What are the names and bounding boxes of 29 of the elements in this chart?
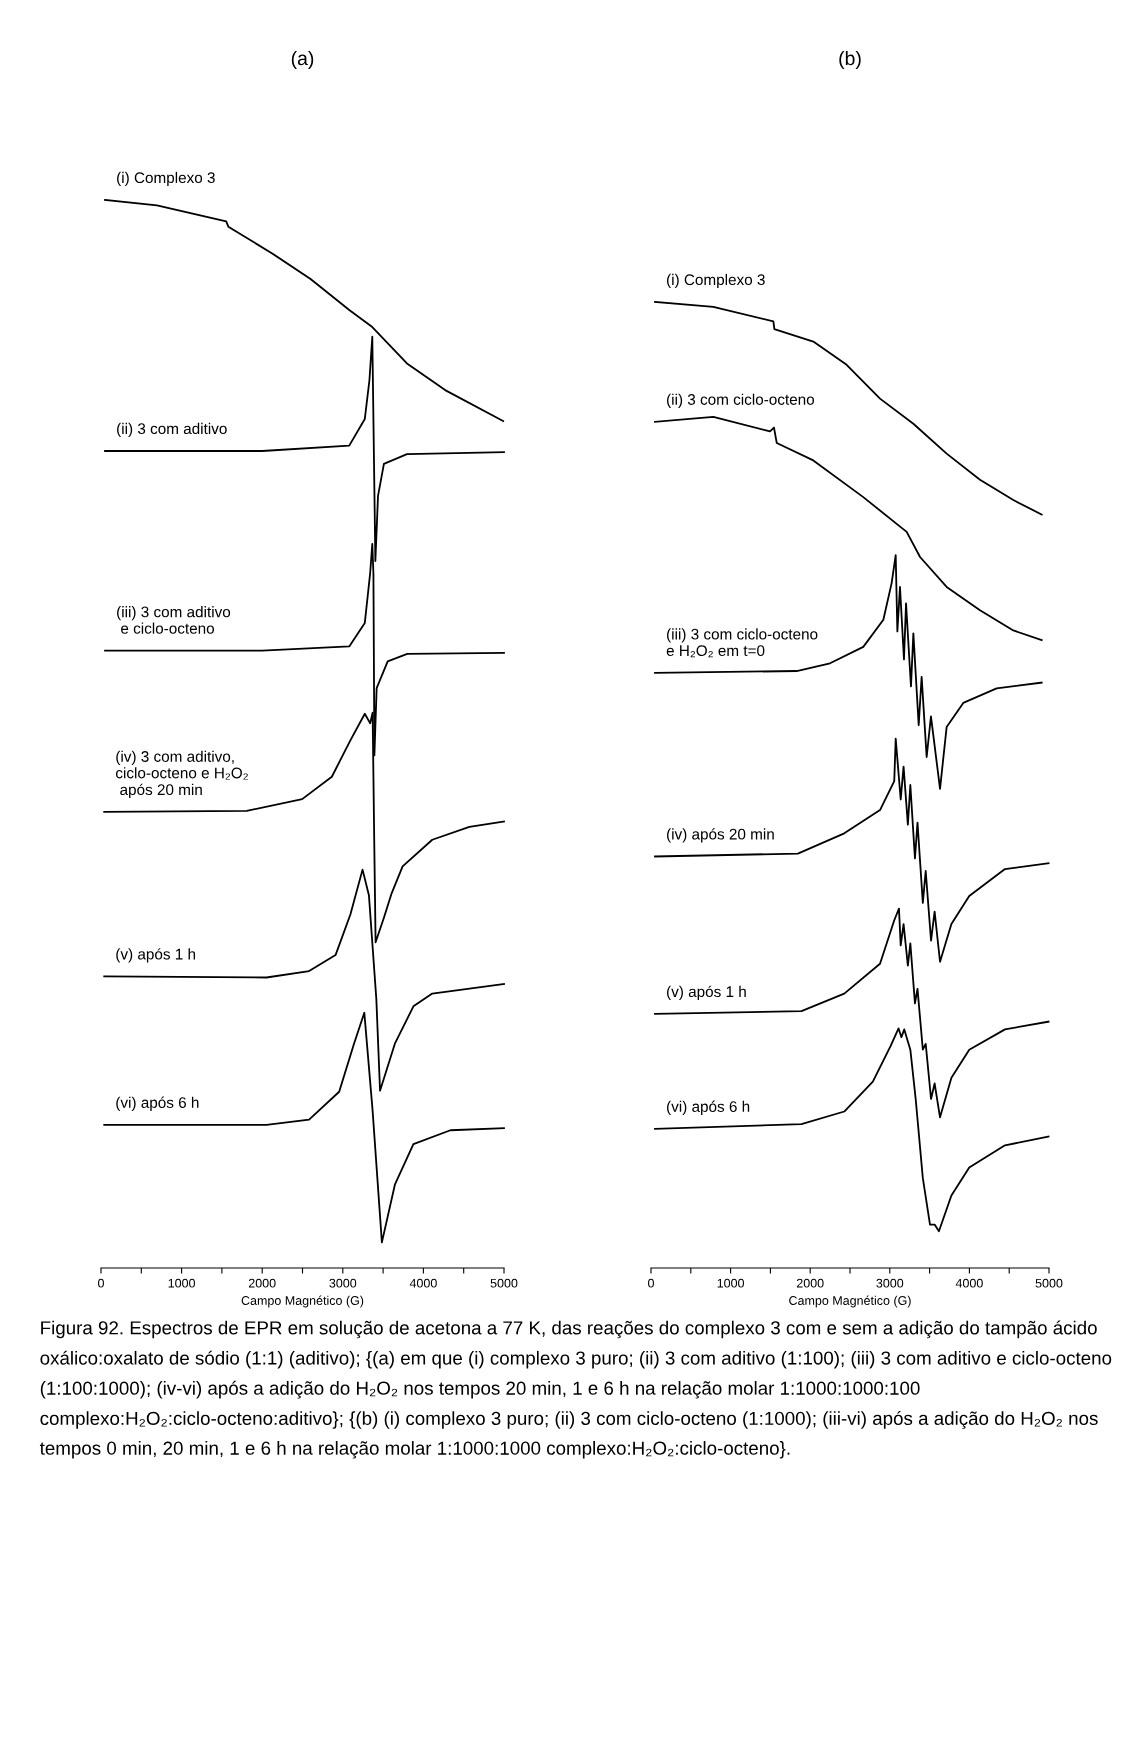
series-label: (v) após 1 h: [116, 948, 196, 963]
chart-title: (a): [291, 50, 314, 70]
chart-title: (b): [839, 50, 861, 70]
x-tick-label: 2000: [248, 1278, 276, 1288]
series-label: (iv) 3 com aditivo, ciclo-octeno e H₂O₂ após 20 min: [115, 750, 248, 799]
x-tick-label: 5000: [1035, 1278, 1063, 1288]
text: Figura 92. Espectros de EPR em solução de acetona a 77 K, das reações do complexo 3 com e sem a adição do tampão ácido oxálico:oxalato de sódio (1:1) (aditivo); {(a) em que (i) complexo 3 puro; (ii) 3 com aditivo (1:100); (iii) 3 com aditivo e ciclo-octeno (1:100:1000); (iv-vi) após a adição do H₂O₂ nos tempos 20 min, 1 e 6 h na relação molar 1:1000:1000:100 complexo:H₂O₂:ciclo-octeno:aditivo}; {(b) (i) complexo 3 puro; (ii) 3 com ciclo-octeno (1:1000); (iii-vi) após a adição do H₂O₂ nos tempos 0 min, 20 min, 1 e 6 h na relação molar 1:1000:1000 complexo:H₂O₂:ciclo-octeno}.: [39, 1320, 1112, 1459]
series-label: (v) após 1 h: [667, 985, 746, 1001]
series-label: (i) Complexo 3: [667, 273, 765, 289]
series-label: (iii) 3 com aditivo e ciclo-octeno: [117, 606, 231, 634]
x-tick-label: 2000: [796, 1278, 824, 1288]
x-tick-label: 4000: [409, 1278, 437, 1288]
series-label: (vi) após 6 h: [116, 1096, 199, 1111]
series-label: (iii) 3 com ciclo-octeno e H₂O₂ em t=0: [666, 628, 818, 658]
x-tick-label: 1000: [717, 1278, 745, 1288]
x-tick-label: 0: [98, 1278, 104, 1288]
x-tick-label: 1000: [168, 1278, 196, 1288]
x-axis-title: Campo Magnético (G): [241, 1295, 364, 1308]
x-tick-label: 5000: [490, 1278, 518, 1288]
x-axis-title: Campo Magnético (G): [789, 1295, 911, 1308]
series-label: (i) Complexo 3: [117, 171, 215, 187]
x-tick-label: 3000: [876, 1278, 904, 1288]
x-tick-label: 4000: [955, 1278, 983, 1288]
x-tick-label: 3000: [329, 1278, 357, 1288]
series-label: (ii) 3 com ciclo-octeno: [667, 393, 815, 408]
series-label: (vi) após 6 h: [667, 1100, 750, 1116]
series-label: (iv) após 20 min: [667, 828, 774, 843]
series-label: (ii) 3 com aditivo: [117, 422, 227, 438]
x-tick-label: 0: [648, 1278, 654, 1288]
